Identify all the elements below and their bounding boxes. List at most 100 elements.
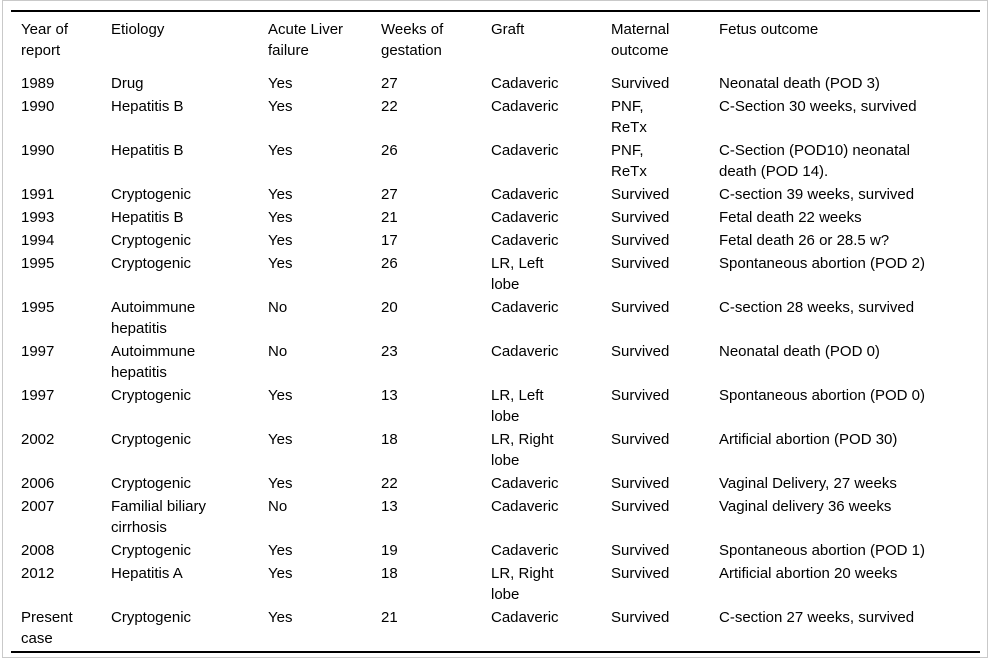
cell-maternal-outcome: Survived [611,299,670,316]
cell-graft: Cadaveric [491,498,559,515]
cell-fetus-outcome: Artificial abortion 20 weeks [719,565,898,582]
table-row: 2002 Cryptogenic Yes 18 LR, Right lobe S… [11,429,980,473]
cell-acute-liver-failure: Yes [268,565,293,582]
cell-fetus-outcome: Fetal death 26 or 28.5 w? [719,232,890,249]
cell-fetus-outcome: Spontaneous abortion (POD 2) [719,255,925,272]
cell-etiology: Drug [111,75,144,92]
cell-maternal-outcome: Survived [611,343,670,360]
cell-acute-liver-failure: Yes [268,75,293,92]
table-row: 1991 Cryptogenic Yes 27 Cadaveric Surviv… [11,184,980,207]
cell-fetus-outcome: Fetal death 22 weeks [719,209,862,226]
cell-etiology: Cryptogenic [111,609,192,626]
cell-year-of-report: 2007 [21,498,55,515]
cell-year-of-report: 1990 [21,142,55,159]
cell-year-of-report: 1993 [21,209,55,226]
cell-graft: Cadaveric [491,75,559,92]
cell-graft: Cadaveric [491,475,559,492]
cell-weeks-of-gestation: 21 [381,209,398,226]
cell-weeks-of-gestation: 20 [381,299,398,316]
cell-etiology: Autoimmune hepatitis [111,343,196,381]
cell-etiology: Familial biliary cirrhosis [111,498,207,536]
table-row: 1994 Cryptogenic Yes 17 Cadaveric Surviv… [11,230,980,253]
cell-graft: Cadaveric [491,98,559,115]
cell-year-of-report: 2008 [21,542,55,559]
cell-graft: LR, Left lobe [491,255,544,293]
table-row: 1990 Hepatitis B Yes 26 Cadaveric PNF, R… [11,140,980,184]
cell-etiology: Cryptogenic [111,186,192,203]
cell-acute-liver-failure: Yes [268,475,293,492]
cell-weeks-of-gestation: 22 [381,98,398,115]
column-header-weeks-of-gestation: Weeks of gestation [381,21,444,59]
cell-year-of-report: 1997 [21,343,55,360]
table-body: 1989 Drug Yes 27 Cadaveric Survived Neon… [11,73,980,652]
cell-maternal-outcome: PNF, ReTx [611,98,647,136]
cell-year-of-report: 1991 [21,186,55,203]
cell-year-of-report: Present case [21,609,73,647]
cell-acute-liver-failure: Yes [268,387,293,404]
cell-graft: Cadaveric [491,142,559,159]
table-row: 1989 Drug Yes 27 Cadaveric Survived Neon… [11,73,980,96]
cell-weeks-of-gestation: 18 [381,565,398,582]
cell-acute-liver-failure: Yes [268,232,293,249]
cell-year-of-report: 2006 [21,475,55,492]
table-header: Year of report Etiology Acute Liver fail… [11,11,980,73]
table-row: 1995 Cryptogenic Yes 26 LR, Left lobe Su… [11,253,980,297]
cell-fetus-outcome: C-Section (POD10) neonatal death (POD 14… [719,142,910,180]
case-report-table: Year of report Etiology Acute Liver fail… [11,10,980,653]
cell-maternal-outcome: Survived [611,75,670,92]
cell-year-of-report: 1989 [21,75,55,92]
cell-acute-liver-failure: Yes [268,609,293,626]
cell-weeks-of-gestation: 27 [381,186,398,203]
cell-weeks-of-gestation: 13 [381,498,398,515]
cell-etiology: Cryptogenic [111,475,192,492]
cell-year-of-report: 2012 [21,565,55,582]
cell-acute-liver-failure: No [268,343,288,360]
cell-fetus-outcome: Neonatal death (POD 0) [719,343,880,360]
cell-acute-liver-failure: Yes [268,142,293,159]
cell-graft: Cadaveric [491,209,559,226]
column-header-etiology: Etiology [111,21,165,38]
cell-acute-liver-failure: Yes [268,186,293,203]
cell-maternal-outcome: Survived [611,542,670,559]
cell-acute-liver-failure: Yes [268,431,293,448]
cell-etiology: Cryptogenic [111,255,192,272]
cell-etiology: Autoimmune hepatitis [111,299,196,337]
cell-graft: Cadaveric [491,542,559,559]
cell-maternal-outcome: Survived [611,609,670,626]
cell-year-of-report: 2002 [21,431,55,448]
cell-maternal-outcome: Survived [611,255,670,272]
cell-maternal-outcome: Survived [611,498,670,515]
cell-fetus-outcome: Artificial abortion (POD 30) [719,431,898,448]
table-row: 1997 Cryptogenic Yes 13 LR, Left lobe Su… [11,385,980,429]
cell-graft: Cadaveric [491,299,559,316]
cell-etiology: Hepatitis B [111,142,184,159]
cell-year-of-report: 1997 [21,387,55,404]
cell-maternal-outcome: Survived [611,209,670,226]
cell-etiology: Cryptogenic [111,431,192,448]
cell-weeks-of-gestation: 22 [381,475,398,492]
cell-maternal-outcome: PNF, ReTx [611,142,647,180]
cell-weeks-of-gestation: 17 [381,232,398,249]
table-row: 1990 Hepatitis B Yes 22 Cadaveric PNF, R… [11,96,980,140]
cell-weeks-of-gestation: 19 [381,542,398,559]
cell-year-of-report: 1990 [21,98,55,115]
cell-acute-liver-failure: No [268,498,288,515]
cell-weeks-of-gestation: 23 [381,343,398,360]
header-row: Year of report Etiology Acute Liver fail… [11,11,980,73]
cell-fetus-outcome: C-section 28 weeks, survived [719,299,915,316]
cell-graft: LR, Left lobe [491,387,544,425]
cell-maternal-outcome: Survived [611,387,670,404]
column-header-maternal-outcome: Maternal outcome [611,21,670,59]
cell-etiology: Hepatitis A [111,565,183,582]
cell-fetus-outcome: Vaginal Delivery, 27 weeks [719,475,897,492]
cell-graft: LR, Right lobe [491,565,554,603]
cell-acute-liver-failure: Yes [268,542,293,559]
cell-fetus-outcome: Vaginal delivery 36 weeks [719,498,892,515]
cell-acute-liver-failure: Yes [268,209,293,226]
cell-fetus-outcome: C-section 27 weeks, survived [719,609,915,626]
cell-fetus-outcome: Spontaneous abortion (POD 1) [719,542,925,559]
cell-weeks-of-gestation: 13 [381,387,398,404]
cell-graft: Cadaveric [491,609,559,626]
cell-etiology: Cryptogenic [111,542,192,559]
